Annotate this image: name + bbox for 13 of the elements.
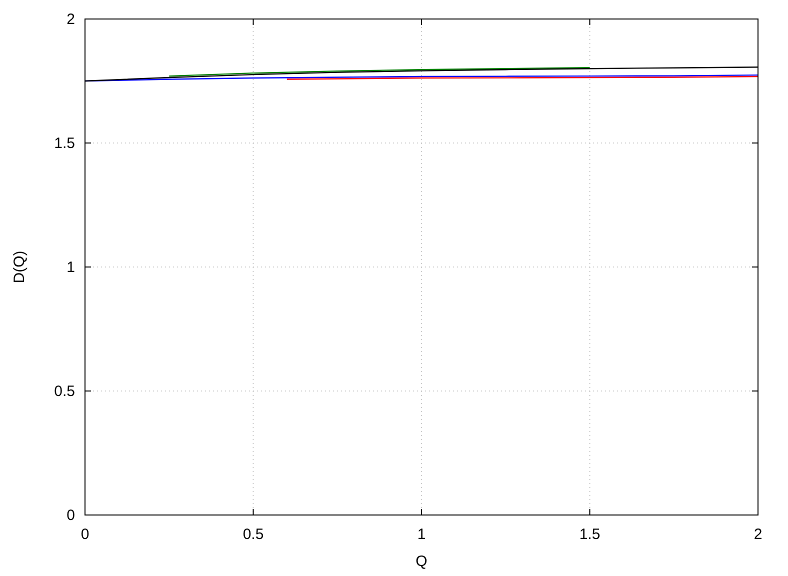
y-tick-label: 0.5 (54, 383, 75, 400)
x-tick-label: 0 (80, 526, 90, 543)
x-tick-label: 1.5 (579, 526, 600, 543)
line-series (168, 67, 590, 77)
x-axis-title: Q (416, 553, 428, 570)
x-tick-label: 1 (417, 526, 426, 543)
y-tick-label: 0 (66, 507, 75, 524)
y-tick-label: 1.5 (54, 135, 75, 152)
y-tick-label: 2 (66, 11, 75, 28)
x-tick-label: 2 (754, 526, 762, 543)
y-axis-title: D(Q) (11, 250, 28, 284)
x-tick-label: 0.5 (242, 526, 264, 543)
y-tick-label: 1 (66, 259, 75, 276)
